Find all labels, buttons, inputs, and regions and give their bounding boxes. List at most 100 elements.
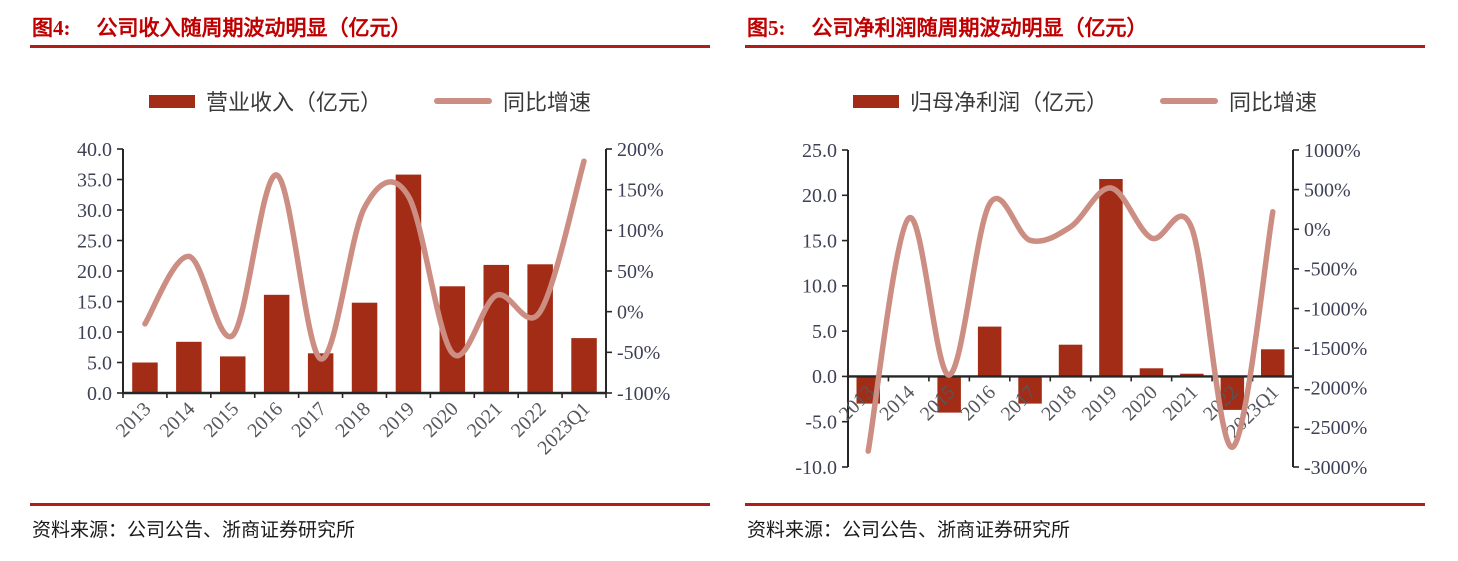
line-series-label: 同比增速 — [503, 90, 592, 115]
legend-item-line: 同比增速 — [1160, 85, 1317, 117]
x-axis-tick-label: 2020 — [419, 398, 463, 442]
bar-2015 — [220, 356, 246, 393]
y-axis-right-tick-label: -3000% — [1304, 457, 1367, 479]
y-axis-left-tick-label: 5.0 — [87, 352, 112, 374]
y-axis-left-tick-label: -5.0 — [805, 412, 837, 434]
net-profit-combo-chart: -10.0 -5.0 0.0 5.0 10.0 15.0 20.0 25.0 -3000% -25… — [795, 140, 1367, 479]
y-axis-left-tick-label: 25.0 — [77, 230, 112, 252]
y-axis-right-tick-label: 0% — [1304, 219, 1331, 241]
x-axis-tick-label: 2019 — [375, 398, 419, 442]
source-note: 资料来源：公司公告、浙商证券研究所 — [747, 515, 1070, 542]
y-axis-left-tick-label: 5.0 — [812, 321, 837, 343]
yoy-growth-line — [142, 158, 587, 362]
figure5-title-text: 公司净利润随周期波动明显（亿元） — [811, 16, 1148, 40]
y-axis-left-tick-label: 40.0 — [77, 139, 112, 161]
y-axis-left-tick-label: 20.0 — [77, 261, 112, 283]
x-axis-tick-label: 2015 — [199, 398, 243, 442]
x-axis-tick-label: 2016 — [243, 398, 287, 442]
title-divider — [745, 45, 1425, 48]
y-axis-right-tick-label: -100% — [617, 383, 670, 405]
source-text: 公司公告、浙商证券研究所 — [842, 520, 1071, 541]
y-axis-right-tick-label: 100% — [617, 220, 664, 242]
y-axis-left-tick-label: 15.0 — [77, 291, 112, 313]
y-axis-right-tick-label: 50% — [617, 261, 654, 283]
chart-legend: 归母净利润（亿元） 同比增速 — [745, 85, 1425, 117]
x-axis-tick-label: 2017 — [287, 398, 331, 442]
bar-2014 — [176, 341, 202, 393]
y-axis-left-tick-label: 0.0 — [812, 366, 837, 388]
bar-2019 — [1099, 179, 1123, 377]
line-series-label: 同比增速 — [1229, 90, 1318, 115]
y-axis-left-tick-label: 25.0 — [802, 140, 837, 162]
y-axis-left-tick-label: 10.0 — [802, 276, 837, 298]
axes — [842, 149, 1299, 468]
source-divider — [745, 503, 1425, 506]
chart-legend: 营业收入（亿元） 同比增速 — [30, 85, 710, 117]
figure4-title: 图4: 公司收入随周期波动明显（亿元） — [32, 12, 412, 42]
x-axis-tick-label: 2021 — [463, 398, 507, 442]
y-axis-right-tick-label: -50% — [617, 342, 660, 364]
x-axis-tick-label: 2014 — [156, 398, 200, 442]
y-axis-left-tick-label: 20.0 — [802, 185, 837, 207]
legend-item-bar: 营业收入（亿元） — [148, 85, 382, 117]
bar-2017 — [1018, 376, 1042, 404]
line-series-swatch — [1160, 98, 1218, 104]
bar-2013 — [132, 362, 158, 393]
bar-2022 — [1220, 376, 1245, 410]
x-axis-tick-label: 2013 — [112, 398, 156, 442]
figure5-panel: 图5: 公司净利润随周期波动明显（亿元） 归母净利润（亿元） 同比增速 -10.0… — [745, 0, 1425, 561]
bar-2023Q1 — [1261, 349, 1285, 377]
revenue-combo-chart: 0.0 5.0 10.0 15.0 20.0 25.0 30.0 35.0 40.0 -100% -… — [77, 139, 670, 459]
x-axis-tick-label: 2018 — [1037, 381, 1081, 425]
x-axis-tick-label: 2014 — [875, 381, 919, 425]
y-axis-left-tick-label: 15.0 — [802, 230, 837, 252]
bar-2023Q1 — [571, 338, 597, 393]
axis-labels: 0.0 5.0 10.0 15.0 20.0 25.0 30.0 35.0 40.0 -100% -… — [77, 139, 670, 459]
figure4-label: 图4: — [32, 16, 71, 40]
y-axis-right-tick-label: 500% — [1304, 179, 1351, 201]
y-axis-right-tick-label: 1000% — [1304, 140, 1361, 162]
bar-2016 — [263, 294, 290, 393]
y-axis-right-tick-label: -500% — [1304, 259, 1357, 281]
legend-item-bar: 归母净利润（亿元） — [852, 85, 1108, 117]
y-axis-left-tick-label: 30.0 — [77, 200, 112, 222]
legend-item-line: 同比增速 — [434, 85, 591, 117]
line-series-swatch — [434, 98, 492, 104]
axes — [117, 148, 612, 398]
bar-2015 — [937, 376, 961, 413]
x-axis-tick-label: 2018 — [331, 398, 375, 442]
bar-series-label: 营业收入（亿元） — [205, 90, 382, 115]
y-axis-right-tick-label: 150% — [617, 180, 664, 202]
figure4-panel: 图4: 公司收入随周期波动明显（亿元） 营业收入（亿元） 同比增速 0.0 5.0 1… — [30, 0, 710, 561]
bar-2016 — [977, 326, 1002, 377]
y-axis-right-tick-label: -2000% — [1304, 378, 1367, 400]
source-note: 资料来源：公司公告、浙商证券研究所 — [32, 515, 355, 542]
y-axis-right-tick-label: -1500% — [1304, 338, 1367, 360]
source-label: 资料来源： — [32, 520, 128, 541]
y-axis-left-tick-label: 0.0 — [87, 383, 112, 405]
x-axis-tick-label: 2016 — [956, 381, 1000, 425]
source-text: 公司公告、浙商证券研究所 — [127, 520, 356, 541]
y-axis-right-tick-label: 0% — [617, 302, 644, 324]
bar-2018 — [1058, 344, 1083, 377]
source-divider — [30, 503, 710, 506]
yoy-growth-line — [865, 185, 1276, 454]
y-axis-right-tick-label: 200% — [617, 139, 664, 161]
x-axis-tick-label: 2020 — [1118, 381, 1162, 425]
title-divider — [30, 45, 710, 48]
y-axis-right-tick-label: -2500% — [1304, 417, 1367, 439]
axis-labels: -10.0 -5.0 0.0 5.0 10.0 15.0 20.0 25.0 -3000% -25… — [795, 140, 1367, 479]
bar-2021 — [483, 264, 509, 393]
x-axis-tick-label: 2019 — [1078, 381, 1122, 425]
y-axis-left-tick-label: -10.0 — [795, 457, 837, 479]
bar-2021 — [1180, 373, 1204, 377]
bar-2019 — [395, 174, 422, 393]
source-label: 资料来源： — [747, 520, 843, 541]
y-axis-right-tick-label: -1000% — [1304, 298, 1367, 320]
bar-series-label: 归母净利润（亿元） — [909, 90, 1108, 115]
bar-series — [132, 174, 597, 394]
bar-2018 — [351, 302, 378, 393]
figure5-title: 图5: 公司净利润随周期波动明显（亿元） — [747, 12, 1148, 42]
y-axis-left-tick-label: 35.0 — [77, 169, 112, 191]
